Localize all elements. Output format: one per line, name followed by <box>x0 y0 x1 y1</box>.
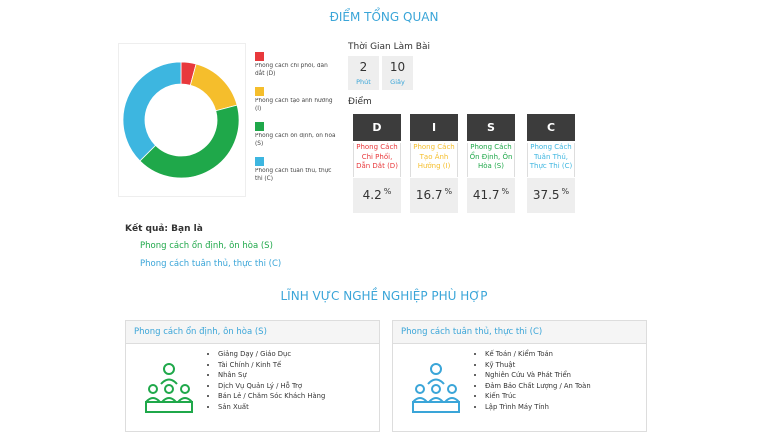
score-value: 4.2 <box>362 188 382 202</box>
score-box: 16.7% <box>410 178 458 213</box>
career-list: Giảng Dạy / Giáo DụcTài Chính / Kinh TếN… <box>208 349 325 412</box>
score-unit: % <box>444 187 453 196</box>
score-value: 41.7 <box>472 188 500 202</box>
score-box: 4.2% <box>353 178 401 213</box>
legend-label: Phong cách chi phối, dẫn dắt (D) <box>255 63 328 77</box>
career-item: Sản Xuất <box>218 402 325 413</box>
result-item: Phong cách ổn định, ôn hòa (S) <box>140 241 273 251</box>
time-unit: Giây <box>390 78 405 86</box>
score-desc: Phong Cách Tạo Ảnh Hưởng (I) <box>410 143 458 177</box>
time-label: Thời Gian Làm Bài <box>348 42 430 52</box>
score-letter: I <box>410 114 458 141</box>
page-title: ĐIỂM TỔNG QUAN <box>329 10 439 24</box>
score-box: 41.7% <box>467 178 515 213</box>
section-title: LĨNH VỰC NGHỀ NGHIỆP PHÙ HỢP <box>280 289 488 303</box>
page-body: ĐIỂM TỔNG QUAN Phong cách chi phối, dẫn … <box>0 0 768 419</box>
score-desc: Phong Cách Ổn Định, Ôn Hòa (S) <box>467 143 515 177</box>
legend-wrap: Phong cách chi phối, dẫn dắt (D) <box>255 63 328 77</box>
page: {"header": {"title": "ĐIỂM TỔNG QUAN"}, … <box>0 0 768 419</box>
donut-slice <box>139 104 240 179</box>
legend-swatch <box>255 122 264 131</box>
score-box: 37.5% <box>527 178 575 213</box>
score-label: Điểm <box>348 97 372 107</box>
score-unit: % <box>501 187 510 196</box>
legend-label: Phong cách tạo ảnh hưởng (I) <box>255 98 333 112</box>
career-card: Phong cách tuân thủ, thực thi (C) Kế Toán… <box>392 320 647 432</box>
career-item: Giảng Dạy / Giáo Dục <box>218 349 325 360</box>
score-desc: Phong Cách Chi Phối, Dẫn Dắt (D) <box>353 143 401 177</box>
score-value: 16.7 <box>415 188 443 202</box>
donut-chart: Phong cách chi phối, dẫn dắt (D) Phong cá… <box>122 52 336 182</box>
legend-swatch <box>255 87 264 96</box>
time-box: 2 Phút <box>348 56 379 90</box>
time-value: 2 <box>359 60 368 74</box>
score-letter: S <box>467 114 515 141</box>
score-unit: % <box>383 187 392 196</box>
donut-slice <box>189 63 238 112</box>
result-label: Kết quả: Bạn là <box>125 224 203 234</box>
score-unit: % <box>561 187 570 196</box>
career-item: Nghiên Cứu Và Phát Triển <box>485 370 591 381</box>
legend-wrap: Phong cách tạo ảnh hưởng (I) <box>255 98 333 112</box>
career-item: Kiến Trúc <box>485 391 591 402</box>
career-icon <box>145 363 193 413</box>
donut-slice <box>122 61 182 162</box>
career-item: Nhân Sự <box>218 370 325 381</box>
career-item: Đảm Bảo Chất Lượng / An Toàn <box>485 381 591 392</box>
career-item: Lập Trình Máy Tính <box>485 402 591 413</box>
legend-wrap: Phong cách tuân thủ, thực thi (C) <box>255 168 332 182</box>
legend-swatch <box>255 52 264 61</box>
score-letter: D <box>353 114 401 141</box>
score-value: 37.5 <box>532 188 560 202</box>
career-item: Kỹ Thuật <box>485 360 591 371</box>
career-item: Dịch Vụ Quản Lý / Hỗ Trợ <box>218 381 325 392</box>
legend-wrap: Phong cách ổn định, ôn hòa (S) <box>255 133 336 147</box>
time-value: 10 <box>389 60 406 74</box>
career-list: Kế Toán / Kiểm ToánKỹ ThuậtNghiên Cứu Và… <box>475 349 591 412</box>
legend-label: Phong cách ổn định, ôn hòa (S) <box>255 133 336 147</box>
career-item: Kế Toán / Kiểm Toán <box>485 349 591 360</box>
career-item: Tài Chính / Kinh Tế <box>218 360 325 371</box>
time-unit: Phút <box>356 78 371 86</box>
career-icon <box>412 363 460 413</box>
chart-box <box>118 43 246 197</box>
career-card: Phong cách ổn định, ôn hòa (S) Giảng Dạy … <box>125 320 380 432</box>
legend-swatch <box>255 157 264 166</box>
card-heading: Phong cách ổn định, ôn hòa (S) <box>126 321 379 344</box>
card-heading: Phong cách tuân thủ, thực thi (C) <box>393 321 646 344</box>
result-item: Phong cách tuân thủ, thực thi (C) <box>140 259 282 269</box>
legend-label: Phong cách tuân thủ, thực thi (C) <box>255 168 332 182</box>
score-desc: Phong Cách Tuân Thủ, Thực Thi (C) <box>527 143 575 177</box>
time-box: 10 Giây <box>382 56 413 90</box>
career-item: Bán Lẻ / Chăm Sóc Khách Hàng <box>218 391 325 402</box>
score-letter: C <box>527 114 575 141</box>
